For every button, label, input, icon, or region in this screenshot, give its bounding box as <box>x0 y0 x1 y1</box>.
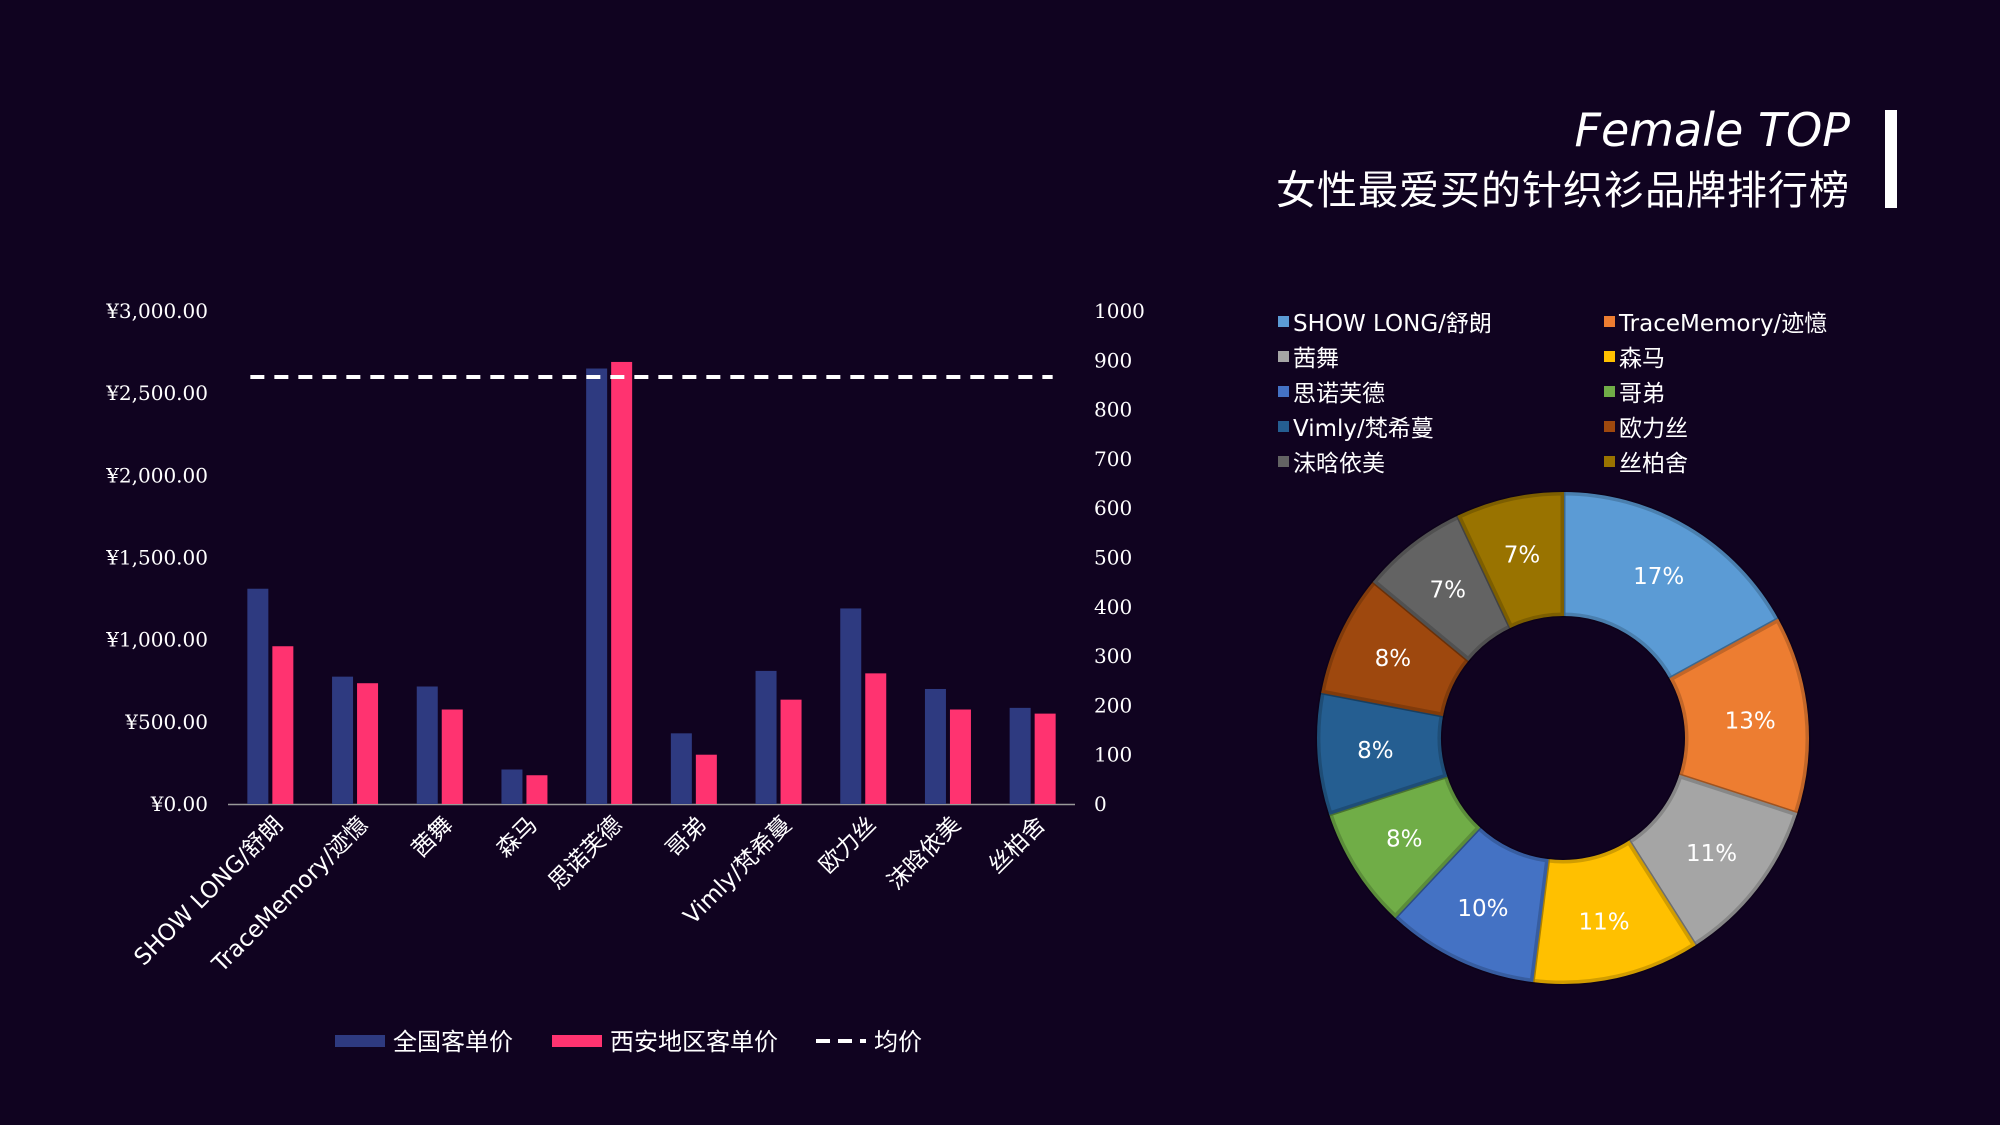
pie-legend-label: SHOW LONG/舒朗 <box>1293 311 1492 337</box>
bar-national <box>586 368 608 804</box>
pie-legend-swatch <box>1604 456 1615 467</box>
pie-legend-label: TraceMemory/迹憶 <box>1618 311 1827 337</box>
y-left-tick-label: ¥2,000.00 <box>105 463 208 487</box>
page-title-cn: 女性最爱买的针织衫品牌排行榜 <box>1276 168 1850 214</box>
y-right-tick-label: 100 <box>1094 743 1132 767</box>
pie-legend-swatch <box>1278 386 1289 397</box>
y-left-tick-label: ¥1,500.00 <box>105 546 208 570</box>
y-right-tick-label: 300 <box>1094 644 1132 668</box>
pie-legend-swatch <box>1604 386 1615 397</box>
category-label: 沫晗依美 <box>883 812 966 895</box>
bar-xian <box>272 646 294 804</box>
legend-label: 均价 <box>874 1028 922 1056</box>
page-title-en: Female TOP <box>1574 103 1850 157</box>
y-right-tick-label: 700 <box>1094 447 1132 471</box>
category-label: 哥弟 <box>661 812 712 863</box>
pie-legend-swatch <box>1604 351 1615 362</box>
pie-legend-label: 沫晗依美 <box>1293 451 1385 477</box>
pie-legend-label: 森马 <box>1619 346 1665 372</box>
bar-xian <box>695 754 717 804</box>
donut-value-label: 7% <box>1504 543 1541 569</box>
pie-legend-label: 思诺芙德 <box>1293 381 1385 407</box>
pie-legend-swatch <box>1604 421 1615 432</box>
category-label: SHOW LONG/舒朗 <box>130 812 289 971</box>
pie-legend-label: 茜舞 <box>1293 346 1339 372</box>
bar-national <box>1009 707 1031 804</box>
y-right-tick-label: 500 <box>1094 546 1132 570</box>
bar-xian <box>949 709 971 804</box>
donut-value-label: 13% <box>1725 708 1776 734</box>
title-block: Female TOP 女性最爱买的针织衫品牌排行榜 <box>1050 100 1850 222</box>
y-right-tick-label: 600 <box>1094 496 1132 520</box>
legend-swatch <box>552 1035 602 1047</box>
pie-legend-label: Vimly/梵希蔓 <box>1293 416 1434 442</box>
pie-legend-label: 哥弟 <box>1619 381 1665 407</box>
donut-slice-edge <box>1560 490 1782 683</box>
y-left-tick-label: ¥1,000.00 <box>105 628 208 652</box>
pie-legend-swatch <box>1278 351 1289 362</box>
donut-value-label: 8% <box>1375 646 1412 672</box>
bar-national <box>755 670 777 804</box>
bar-national <box>332 676 354 804</box>
bar-xian <box>780 699 802 804</box>
bar-xian <box>441 709 463 804</box>
donut-value-label: 7% <box>1430 577 1467 603</box>
donut-slice-edge <box>1455 490 1566 631</box>
pie-legend-swatch <box>1278 316 1289 327</box>
category-label: 森马 <box>492 812 543 863</box>
donut-value-label: 11% <box>1686 841 1737 867</box>
donut-value-label: 11% <box>1578 909 1629 935</box>
bar-national <box>670 733 692 804</box>
donut-value-label: 17% <box>1633 564 1684 590</box>
pie-legend-label: 欧力丝 <box>1619 416 1688 442</box>
donut-slice <box>1562 491 1780 681</box>
donut-slice <box>1669 618 1809 815</box>
donut-value-label: 8% <box>1386 827 1423 853</box>
y-left-tick-label: ¥0.00 <box>150 792 208 816</box>
bar-national <box>416 686 438 804</box>
y-left-tick-label: ¥2,500.00 <box>105 381 208 405</box>
y-right-tick-label: 200 <box>1094 693 1132 717</box>
pie-legend-swatch <box>1278 421 1289 432</box>
title-accent-bar <box>1885 110 1897 208</box>
legend-label: 全国客单价 <box>393 1028 513 1056</box>
bar-national <box>840 608 862 804</box>
category-label: 欧力丝 <box>814 812 881 879</box>
bar-xian <box>865 673 887 804</box>
bar-national <box>247 588 269 804</box>
bar-xian <box>357 683 379 804</box>
y-left-tick-label: ¥500.00 <box>124 710 208 734</box>
donut-slice-edge <box>1667 616 1811 817</box>
bar-xian <box>526 775 548 804</box>
pie-legend-swatch <box>1278 456 1289 467</box>
bar-national <box>924 688 946 804</box>
y-right-tick-label: 900 <box>1094 348 1132 372</box>
y-right-tick-label: 1000 <box>1094 299 1145 323</box>
y-left-tick-label: ¥3,000.00 <box>105 299 208 323</box>
bar-xian <box>1034 713 1056 804</box>
category-label: 丝柏舍 <box>984 812 1051 879</box>
category-label: 思诺芙德 <box>544 812 627 895</box>
legend-label: 西安地区客单价 <box>610 1028 778 1056</box>
y-right-tick-label: 400 <box>1094 595 1132 619</box>
legend-swatch <box>335 1035 385 1047</box>
donut-value-label: 10% <box>1457 896 1508 922</box>
pie-legend-label: 丝柏舍 <box>1619 451 1688 477</box>
category-label: 茜舞 <box>407 812 458 863</box>
bar-xian <box>611 361 633 804</box>
donut-slice <box>1457 491 1564 629</box>
donut-value-label: 8% <box>1357 738 1394 764</box>
y-right-tick-label: 800 <box>1094 398 1132 422</box>
pie-legend-swatch <box>1604 316 1615 327</box>
y-right-tick-label: 0 <box>1094 792 1107 816</box>
bar-national <box>501 769 523 804</box>
category-label: TraceMemory/迹憶 <box>207 812 373 978</box>
